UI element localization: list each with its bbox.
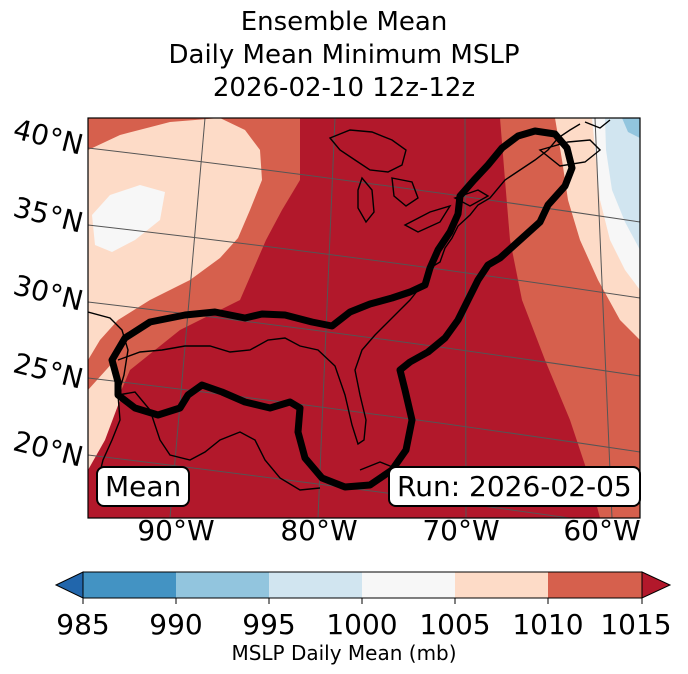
field-995-1000-east [605, 118, 640, 250]
title-line-1: Ensemble Mean [240, 7, 448, 37]
colorbar-tick-1005: 1005 [419, 608, 491, 641]
lon-label-70w: 70°W [422, 514, 500, 547]
colorbar-tick-1000: 1000 [326, 608, 398, 641]
colorbar-tick-marks [82, 598, 643, 604]
colorbar-tick-1010: 1010 [512, 608, 584, 641]
lake-ontario [453, 189, 490, 207]
map-frame [87, 117, 641, 519]
graticule [88, 118, 640, 518]
lon-label-60w: 60°W [563, 514, 641, 547]
field-990-995-corner [622, 118, 640, 138]
colorbar-segment-985-990 [83, 572, 176, 598]
title-line-3: 2026-02-10 12z-12z [212, 73, 476, 103]
colorbar-segment-1000-1005 [362, 572, 455, 598]
gulf-atlantic-coast [117, 123, 581, 446]
great-lakes-superior [328, 129, 407, 173]
title-line-2: Daily Mean Minimum MSLP [168, 40, 520, 70]
lake-michigan [357, 176, 375, 224]
mean-label-box: Mean [96, 466, 191, 507]
lake-huron [391, 177, 419, 207]
colorbar-over-arrow [641, 571, 672, 599]
colorbar-tick-1015: 1015 [600, 608, 672, 641]
lake-erie [403, 204, 452, 233]
field-1000-1005-west [92, 185, 165, 252]
colorbar-segment-990-995 [176, 572, 269, 598]
colorbar-tick-990: 990 [149, 608, 203, 641]
colorbar-tick-995: 995 [242, 608, 296, 641]
ensemble-mean-contour [108, 127, 576, 491]
lon-label-80w: 80°W [280, 514, 358, 547]
colorbar-segment-995-1000 [269, 572, 362, 598]
map-panel [88, 118, 640, 518]
field-1005-1010-west [88, 118, 262, 360]
colorbar-tick-985: 985 [56, 608, 110, 641]
run-date-box: Run: 2026-02-05 [388, 466, 641, 507]
lon-label-90w: 90°W [137, 514, 215, 547]
colorbar-segment-1005-1010 [455, 572, 548, 598]
colorbar-label: MSLP Daily Mean (mb) [231, 641, 457, 665]
colorbar-segment-1010-1015 [548, 572, 642, 598]
field-1005-1010-southwest [88, 360, 120, 470]
colorbar [54, 571, 672, 604]
nova-scotia [538, 139, 602, 167]
newfoundland [584, 119, 611, 129]
colorbar-under-arrow [54, 571, 84, 599]
